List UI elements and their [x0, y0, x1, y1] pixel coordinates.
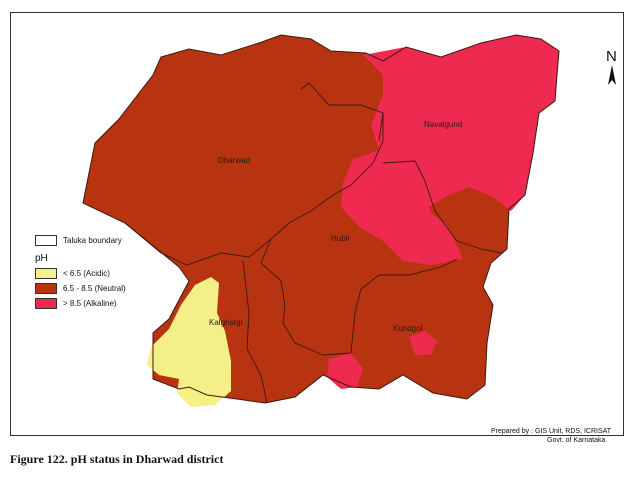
- legend-row-ph-1: 6.5 - 8.5 (Neutral): [35, 281, 126, 296]
- north-label: N: [606, 48, 617, 65]
- district-outline: [82, 34, 560, 404]
- taluka-label-kundgol: Kundgol: [393, 324, 423, 333]
- legend-class-label: < 6.5 (Acidic): [63, 269, 110, 278]
- alkaline-zone-south: [327, 353, 363, 389]
- taluka-label-hubli: Hubli: [331, 234, 349, 243]
- legend: Taluka boundary pH < 6.5 (Acidic) 6.5 - 8…: [35, 233, 126, 311]
- legend-row-boundary: Taluka boundary: [35, 233, 126, 248]
- taluka-label-navalgund: Navalgund: [424, 120, 462, 129]
- legend-heading: pH: [35, 253, 48, 264]
- credit-line-1: Prepared by : GIS Unit, RDS, ICRISAT: [491, 428, 612, 435]
- credit-line-2: Govt. of Karnataka: [547, 437, 606, 444]
- legend-boundary-label: Taluka boundary: [63, 236, 122, 245]
- boundary-swatch: [35, 235, 57, 246]
- legend-swatch: [35, 268, 57, 279]
- district-map: Dharwad Navalgund Hubli Kalghatgi Kundgo…: [82, 34, 560, 407]
- legend-classes: < 6.5 (Acidic) 6.5 - 8.5 (Neutral) > 8.5 (…: [35, 266, 126, 311]
- legend-class-label: 6.5 - 8.5 (Neutral): [63, 284, 126, 293]
- legend-row-ph-2: > 8.5 (Alkaline): [35, 296, 126, 311]
- figure-caption: Figure 122. pH status in Dharwad distric…: [10, 452, 224, 466]
- legend-swatch: [35, 283, 57, 294]
- taluka-label-dharwad: Dharwad: [218, 156, 250, 165]
- alkaline-zone-central: [341, 149, 463, 265]
- legend-row-ph-0: < 6.5 (Acidic): [35, 266, 126, 281]
- legend-class-label: > 8.5 (Alkaline): [63, 299, 117, 308]
- credit-text: Prepared by : GIS Unit, RDS, ICRISAT Gov…: [491, 427, 611, 445]
- map-frame: Dharwad Navalgund Hubli Kalghatgi Kundgo…: [10, 12, 624, 444]
- alkaline-zone-kundgol: [409, 331, 437, 355]
- legend-swatch: [35, 298, 57, 309]
- north-arrow-icon: N: [606, 48, 617, 85]
- acidic-zone: [147, 277, 231, 407]
- taluka-label-kalghatgi: Kalghatgi: [209, 318, 243, 327]
